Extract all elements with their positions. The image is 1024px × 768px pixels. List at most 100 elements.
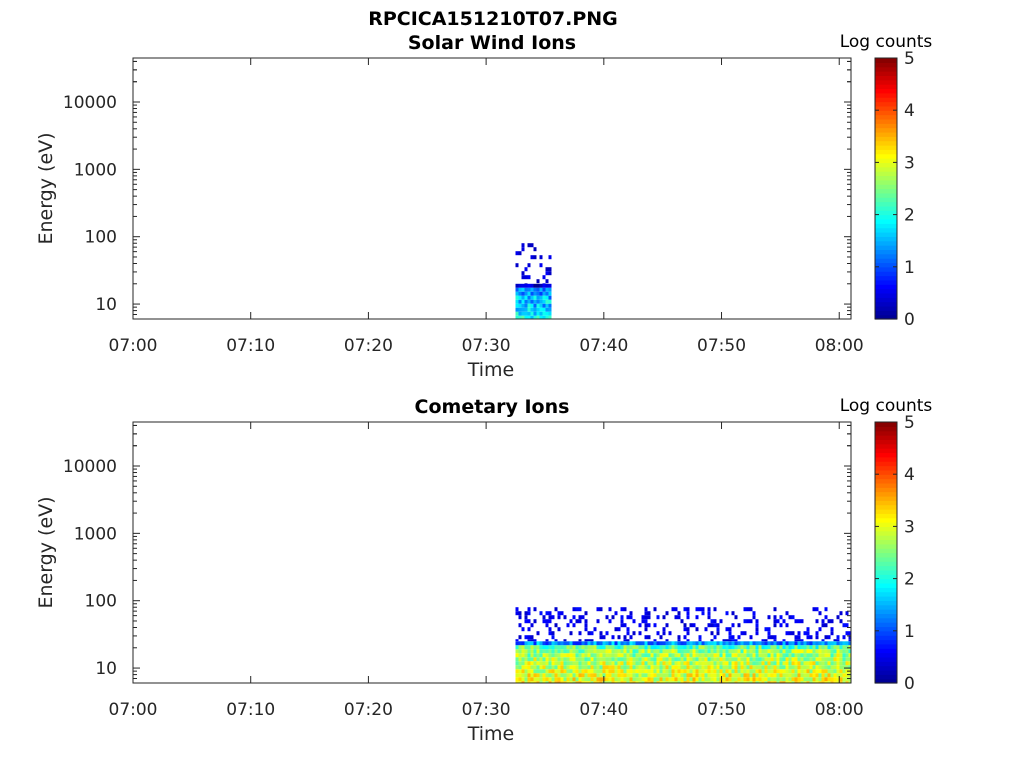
heatmap-cell (548, 267, 552, 272)
colorbar-segment (875, 110, 897, 116)
heatmap-cell (833, 653, 837, 658)
heatmap-cell (749, 619, 753, 624)
heatmap-cell (821, 669, 825, 674)
heatmap-cell (848, 681, 852, 683)
heatmap-cell (536, 299, 540, 304)
heatmap-cell (779, 681, 783, 683)
heatmap-cell (758, 665, 762, 670)
heatmap-cell (518, 283, 522, 288)
heatmap-cell (590, 677, 594, 682)
colorbar-segment (875, 236, 897, 242)
colorbar-segment (875, 600, 897, 606)
heatmap-cell (737, 681, 741, 683)
colorbar-tick-label: 2 (904, 206, 915, 226)
heatmap-cell (611, 669, 615, 674)
heatmap-cell (572, 673, 576, 678)
heatmap-cell (809, 645, 813, 650)
colorbar-segment (875, 504, 897, 510)
heatmap-cell (632, 641, 636, 646)
heatmap-cell (554, 665, 558, 670)
heatmap-cell (800, 669, 804, 674)
heatmap-cell (686, 677, 690, 682)
heatmap-cell (677, 669, 681, 674)
heatmap-cell (668, 677, 672, 682)
colorbar-segment (875, 587, 897, 593)
heatmap-cell (593, 677, 597, 682)
heatmap-cell (830, 653, 834, 658)
heatmap-cell (719, 645, 723, 650)
heatmap-cell (614, 611, 618, 616)
heatmap-cell (809, 665, 813, 670)
colorbar-segment (875, 565, 897, 571)
heatmap-cell (665, 677, 669, 682)
heatmap-cell (791, 665, 795, 670)
heatmap-cell (662, 665, 666, 670)
heatmap-cell (632, 645, 636, 650)
heatmap-cell (797, 669, 801, 674)
heatmap-cell (830, 627, 834, 632)
colorbar-segment (875, 495, 897, 501)
colorbar-segment (875, 153, 897, 159)
heatmap-cell (812, 681, 816, 683)
heatmap-cell (758, 673, 762, 678)
heatmap-cell (704, 645, 708, 650)
heatmap-cell (590, 673, 594, 678)
heatmap-cell (587, 673, 591, 678)
heatmap-cell (623, 665, 627, 670)
heatmap-cell (677, 635, 681, 640)
heatmap-cell (758, 669, 762, 674)
heatmap-cell (767, 627, 771, 632)
heatmap-cell (518, 291, 522, 296)
heatmap-cell (659, 657, 663, 662)
colorbar-tick-label: 5 (904, 413, 915, 433)
x-tick-label: 07:50 (697, 700, 746, 720)
heatmap-cell (539, 669, 543, 674)
heatmap-cell (833, 681, 837, 683)
heatmap-cell (737, 661, 741, 666)
heatmap-cell (704, 681, 708, 683)
heatmap-cell (599, 657, 603, 662)
heatmap-cell (815, 681, 819, 683)
heatmap-cell (698, 645, 702, 650)
heatmap-cell (818, 661, 822, 666)
heatmap-cell (809, 657, 813, 662)
heatmap-cell (701, 677, 705, 682)
heatmap-cell (773, 665, 777, 670)
heatmap-cell (536, 295, 540, 300)
heatmap-cell (638, 623, 642, 628)
heatmap-cell (686, 611, 690, 616)
heatmap-cell (653, 657, 657, 662)
heatmap-cell (662, 627, 666, 632)
heatmap-cell (725, 645, 729, 650)
heatmap-cell (794, 661, 798, 666)
heatmap-cell (533, 607, 537, 612)
x-tick-label: 07:20 (344, 336, 393, 356)
heatmap-cell (773, 653, 777, 658)
heatmap-cell (734, 677, 738, 682)
heatmap-cell (680, 657, 684, 662)
heatmap-cell (716, 673, 720, 678)
heatmap-cell (614, 681, 618, 683)
heatmap-cell (740, 649, 744, 654)
heatmap-cell (542, 295, 546, 300)
heatmap-cell (572, 661, 576, 666)
heatmap-cell (842, 653, 846, 658)
heatmap-cell (605, 665, 609, 670)
heatmap-cell (539, 645, 543, 650)
heatmap-cell (821, 641, 825, 646)
heatmap-cell (689, 657, 693, 662)
heatmap-cell (755, 669, 759, 674)
heatmap-cell (539, 665, 543, 670)
heatmap-cell (572, 681, 576, 683)
heatmap-cell (797, 677, 801, 682)
heatmap-cell (752, 641, 756, 646)
heatmap-cell (665, 673, 669, 678)
heatmap-cell (740, 641, 744, 646)
heatmap-cell (551, 645, 555, 650)
heatmap-cell (563, 641, 567, 646)
heatmap-cell (557, 611, 561, 616)
heatmap-cell (548, 645, 552, 650)
heatmap-cell (707, 649, 711, 654)
heatmap-cell (779, 623, 783, 628)
heatmap-cell (629, 669, 633, 674)
